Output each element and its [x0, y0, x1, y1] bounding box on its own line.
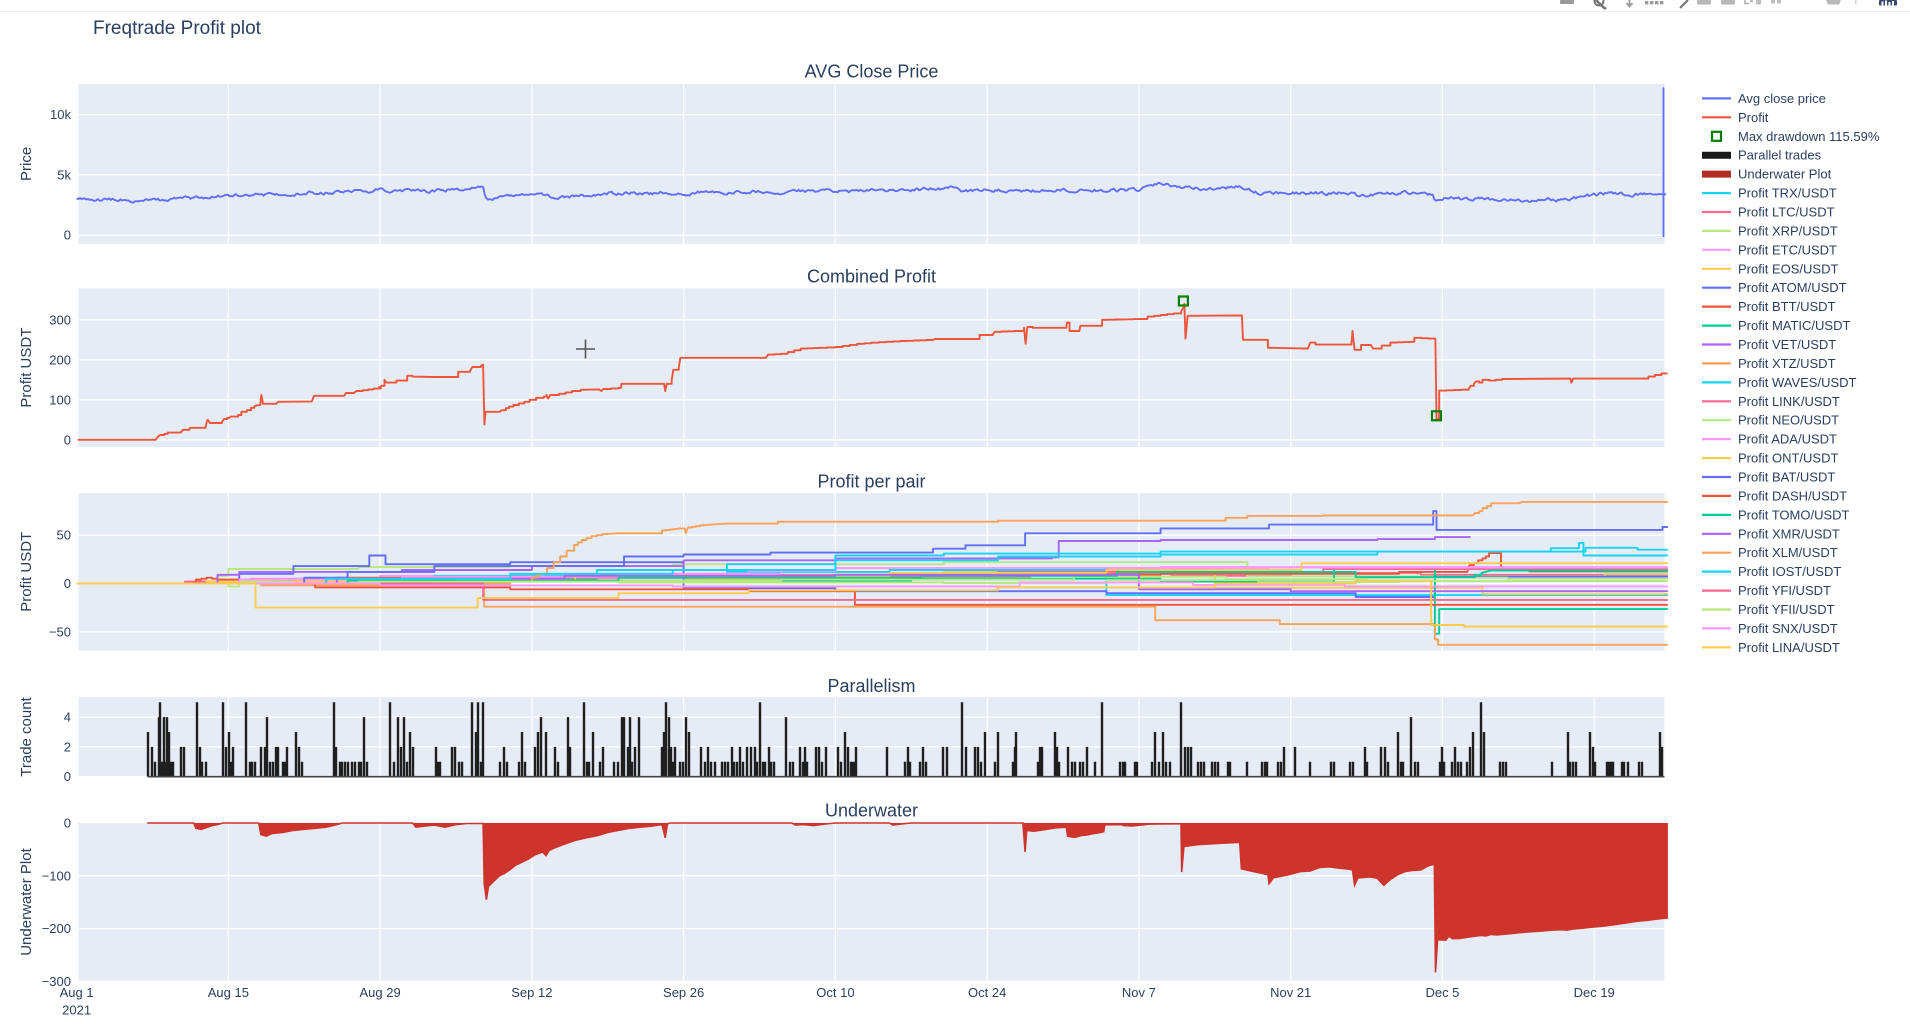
svg-text:Underwater: Underwater — [825, 801, 918, 821]
svg-text:Underwater Plot: Underwater Plot — [1738, 167, 1832, 182]
svg-text:Profit WAVES/USDT: Profit WAVES/USDT — [1738, 375, 1857, 390]
svg-text:0: 0 — [64, 576, 71, 591]
svg-text:Combined Profit: Combined Profit — [807, 267, 936, 287]
svg-text:0: 0 — [64, 432, 71, 447]
svg-text:300: 300 — [49, 312, 71, 327]
svg-text:Profit XLM/USDT: Profit XLM/USDT — [1738, 545, 1838, 560]
svg-text:Price: Price — [18, 147, 35, 181]
svg-text:Profit NEO/USDT: Profit NEO/USDT — [1738, 413, 1839, 428]
svg-text:Parallelism: Parallelism — [827, 676, 915, 696]
svg-text:−300: −300 — [42, 974, 71, 989]
svg-text:Profit SNX/USDT: Profit SNX/USDT — [1738, 621, 1838, 636]
svg-text:Profit BAT/USDT: Profit BAT/USDT — [1738, 470, 1835, 485]
svg-text:4: 4 — [64, 710, 71, 725]
svg-text:Aug 15: Aug 15 — [208, 985, 249, 1000]
svg-text:Profit ATOM/USDT: Profit ATOM/USDT — [1738, 280, 1847, 295]
svg-text:Freqtrade Profit plot: Freqtrade Profit plot — [93, 18, 262, 39]
svg-text:Profit DASH/USDT: Profit DASH/USDT — [1738, 488, 1847, 503]
svg-text:−50: −50 — [49, 624, 71, 639]
svg-text:50: 50 — [57, 528, 71, 543]
svg-text:Parallel trades: Parallel trades — [1738, 148, 1822, 163]
svg-text:Max drawdown 115.59%: Max drawdown 115.59% — [1738, 129, 1880, 144]
svg-text:Profit LINA/USDT: Profit LINA/USDT — [1738, 640, 1840, 655]
svg-text:0: 0 — [64, 816, 71, 831]
svg-text:Profit LINK/USDT: Profit LINK/USDT — [1738, 394, 1840, 409]
svg-text:−100: −100 — [42, 868, 71, 883]
svg-text:Profit YFII/USDT: Profit YFII/USDT — [1738, 602, 1835, 617]
svg-text:10k: 10k — [50, 107, 71, 122]
svg-text:2: 2 — [64, 739, 71, 754]
svg-text:Profit XTZ/USDT: Profit XTZ/USDT — [1738, 356, 1836, 371]
svg-text:200: 200 — [49, 352, 71, 367]
svg-text:Nov 21: Nov 21 — [1270, 985, 1311, 1000]
svg-text:Profit YFI/USDT: Profit YFI/USDT — [1738, 583, 1831, 598]
svg-text:Underwater Plot: Underwater Plot — [18, 847, 35, 955]
svg-text:5k: 5k — [57, 167, 71, 182]
svg-text:Profit: Profit — [1738, 110, 1769, 125]
svg-text:Profit USDT: Profit USDT — [18, 328, 35, 408]
svg-text:Profit XMR/USDT: Profit XMR/USDT — [1738, 526, 1840, 541]
svg-text:Profit per pair: Profit per pair — [817, 472, 925, 492]
svg-text:Aug 29: Aug 29 — [360, 985, 401, 1000]
svg-text:Profit XRP/USDT: Profit XRP/USDT — [1738, 223, 1838, 238]
svg-text:Sep 12: Sep 12 — [511, 985, 552, 1000]
svg-text:Profit ETC/USDT: Profit ETC/USDT — [1738, 242, 1837, 257]
svg-text:Trade count: Trade count — [18, 696, 35, 776]
svg-text:Dec 19: Dec 19 — [1574, 985, 1615, 1000]
svg-text:Profit ONT/USDT: Profit ONT/USDT — [1738, 451, 1838, 466]
svg-text:Profit VET/USDT: Profit VET/USDT — [1738, 337, 1836, 352]
svg-text:2021: 2021 — [62, 1003, 91, 1018]
svg-text:Profit EOS/USDT: Profit EOS/USDT — [1738, 261, 1838, 276]
svg-text:Avg close price: Avg close price — [1738, 91, 1826, 106]
svg-text:−200: −200 — [42, 921, 71, 936]
svg-text:AVG Close Price: AVG Close Price — [805, 62, 939, 82]
svg-text:Profit MATIC/USDT: Profit MATIC/USDT — [1738, 318, 1850, 333]
svg-text:Profit TRX/USDT: Profit TRX/USDT — [1738, 186, 1837, 201]
svg-text:Profit ADA/USDT: Profit ADA/USDT — [1738, 432, 1837, 447]
svg-text:Profit LTC/USDT: Profit LTC/USDT — [1738, 204, 1835, 219]
svg-text:Dec 5: Dec 5 — [1425, 985, 1459, 1000]
svg-text:0: 0 — [64, 769, 71, 784]
svg-text:Nov 7: Nov 7 — [1122, 985, 1156, 1000]
svg-text:Oct 10: Oct 10 — [816, 985, 854, 1000]
svg-text:Profit USDT: Profit USDT — [18, 532, 35, 612]
svg-text:0: 0 — [64, 228, 71, 243]
svg-text:Aug 1: Aug 1 — [60, 985, 94, 1000]
svg-text:Sep 26: Sep 26 — [663, 985, 704, 1000]
svg-text:Profit TOMO/USDT: Profit TOMO/USDT — [1738, 507, 1850, 522]
svg-text:Profit IOST/USDT: Profit IOST/USDT — [1738, 564, 1841, 579]
svg-text:Oct 24: Oct 24 — [968, 985, 1006, 1000]
svg-text:100: 100 — [49, 392, 71, 407]
svg-text:Profit BTT/USDT: Profit BTT/USDT — [1738, 299, 1836, 314]
